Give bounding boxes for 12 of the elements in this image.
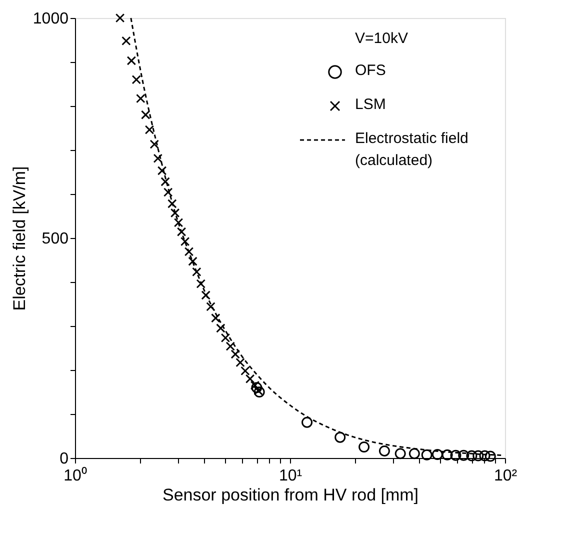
x-axis-title: Sensor position from HV rod [mm]: [162, 486, 419, 504]
legend-label: LSM: [355, 96, 386, 113]
x-tick-label: 10⁰: [64, 466, 88, 484]
y-axis-title: Electric field [kV/m]: [10, 166, 29, 311]
x-tick-label: 10¹: [278, 468, 302, 484]
y-tick-label: 0: [60, 450, 69, 468]
legend-label: Electrostatic field (calculated): [355, 130, 468, 169]
legend-title: V=10kV: [355, 30, 408, 47]
x-tick-label: 10²: [494, 468, 518, 484]
y-tick-label: 1000: [32, 10, 69, 28]
legend-label: OFS: [355, 62, 386, 79]
y-tick-label: 500: [42, 230, 69, 248]
